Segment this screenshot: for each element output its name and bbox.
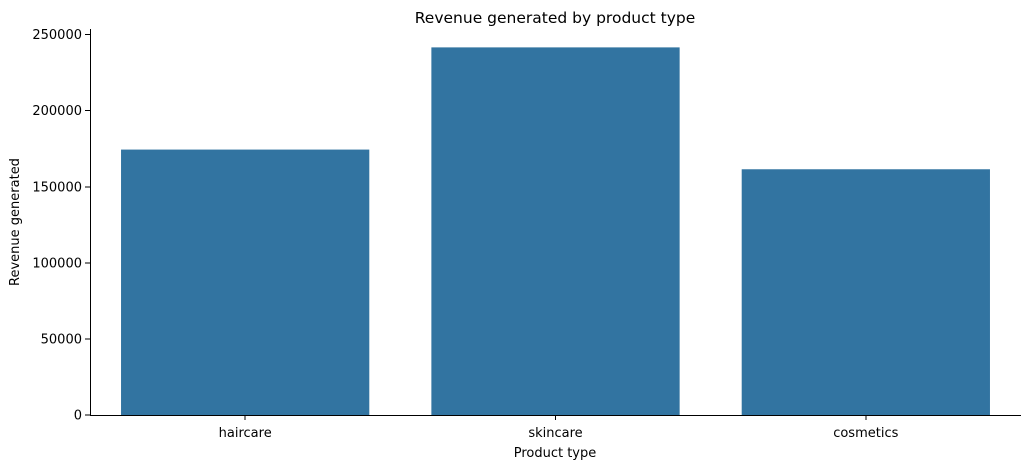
bar-cosmetics	[741, 169, 990, 415]
y-tick-label: 150000	[32, 180, 82, 195]
bars-layer	[121, 47, 990, 415]
x-axis-label: Product type	[514, 446, 597, 461]
y-tick-label: 250000	[32, 28, 82, 43]
y-tick-label: 200000	[32, 104, 82, 119]
bar-haircare	[121, 149, 370, 415]
y-axis-label: Revenue generated	[8, 158, 23, 286]
y-tick-label: 50000	[41, 332, 82, 347]
x-tick-label: cosmetics	[833, 426, 898, 441]
x-tick-label: haircare	[219, 426, 272, 441]
x-axis-ticks: haircare skincare cosmetics	[219, 415, 899, 441]
y-axis-ticks: 0 50000 100000 150000 200000 250000	[32, 28, 91, 424]
x-tick-label: skincare	[528, 426, 582, 441]
bar-skincare	[431, 47, 680, 415]
chart-title: Revenue generated by product type	[415, 9, 696, 27]
y-tick-label: 0	[74, 409, 82, 424]
y-tick-label: 100000	[32, 256, 82, 271]
